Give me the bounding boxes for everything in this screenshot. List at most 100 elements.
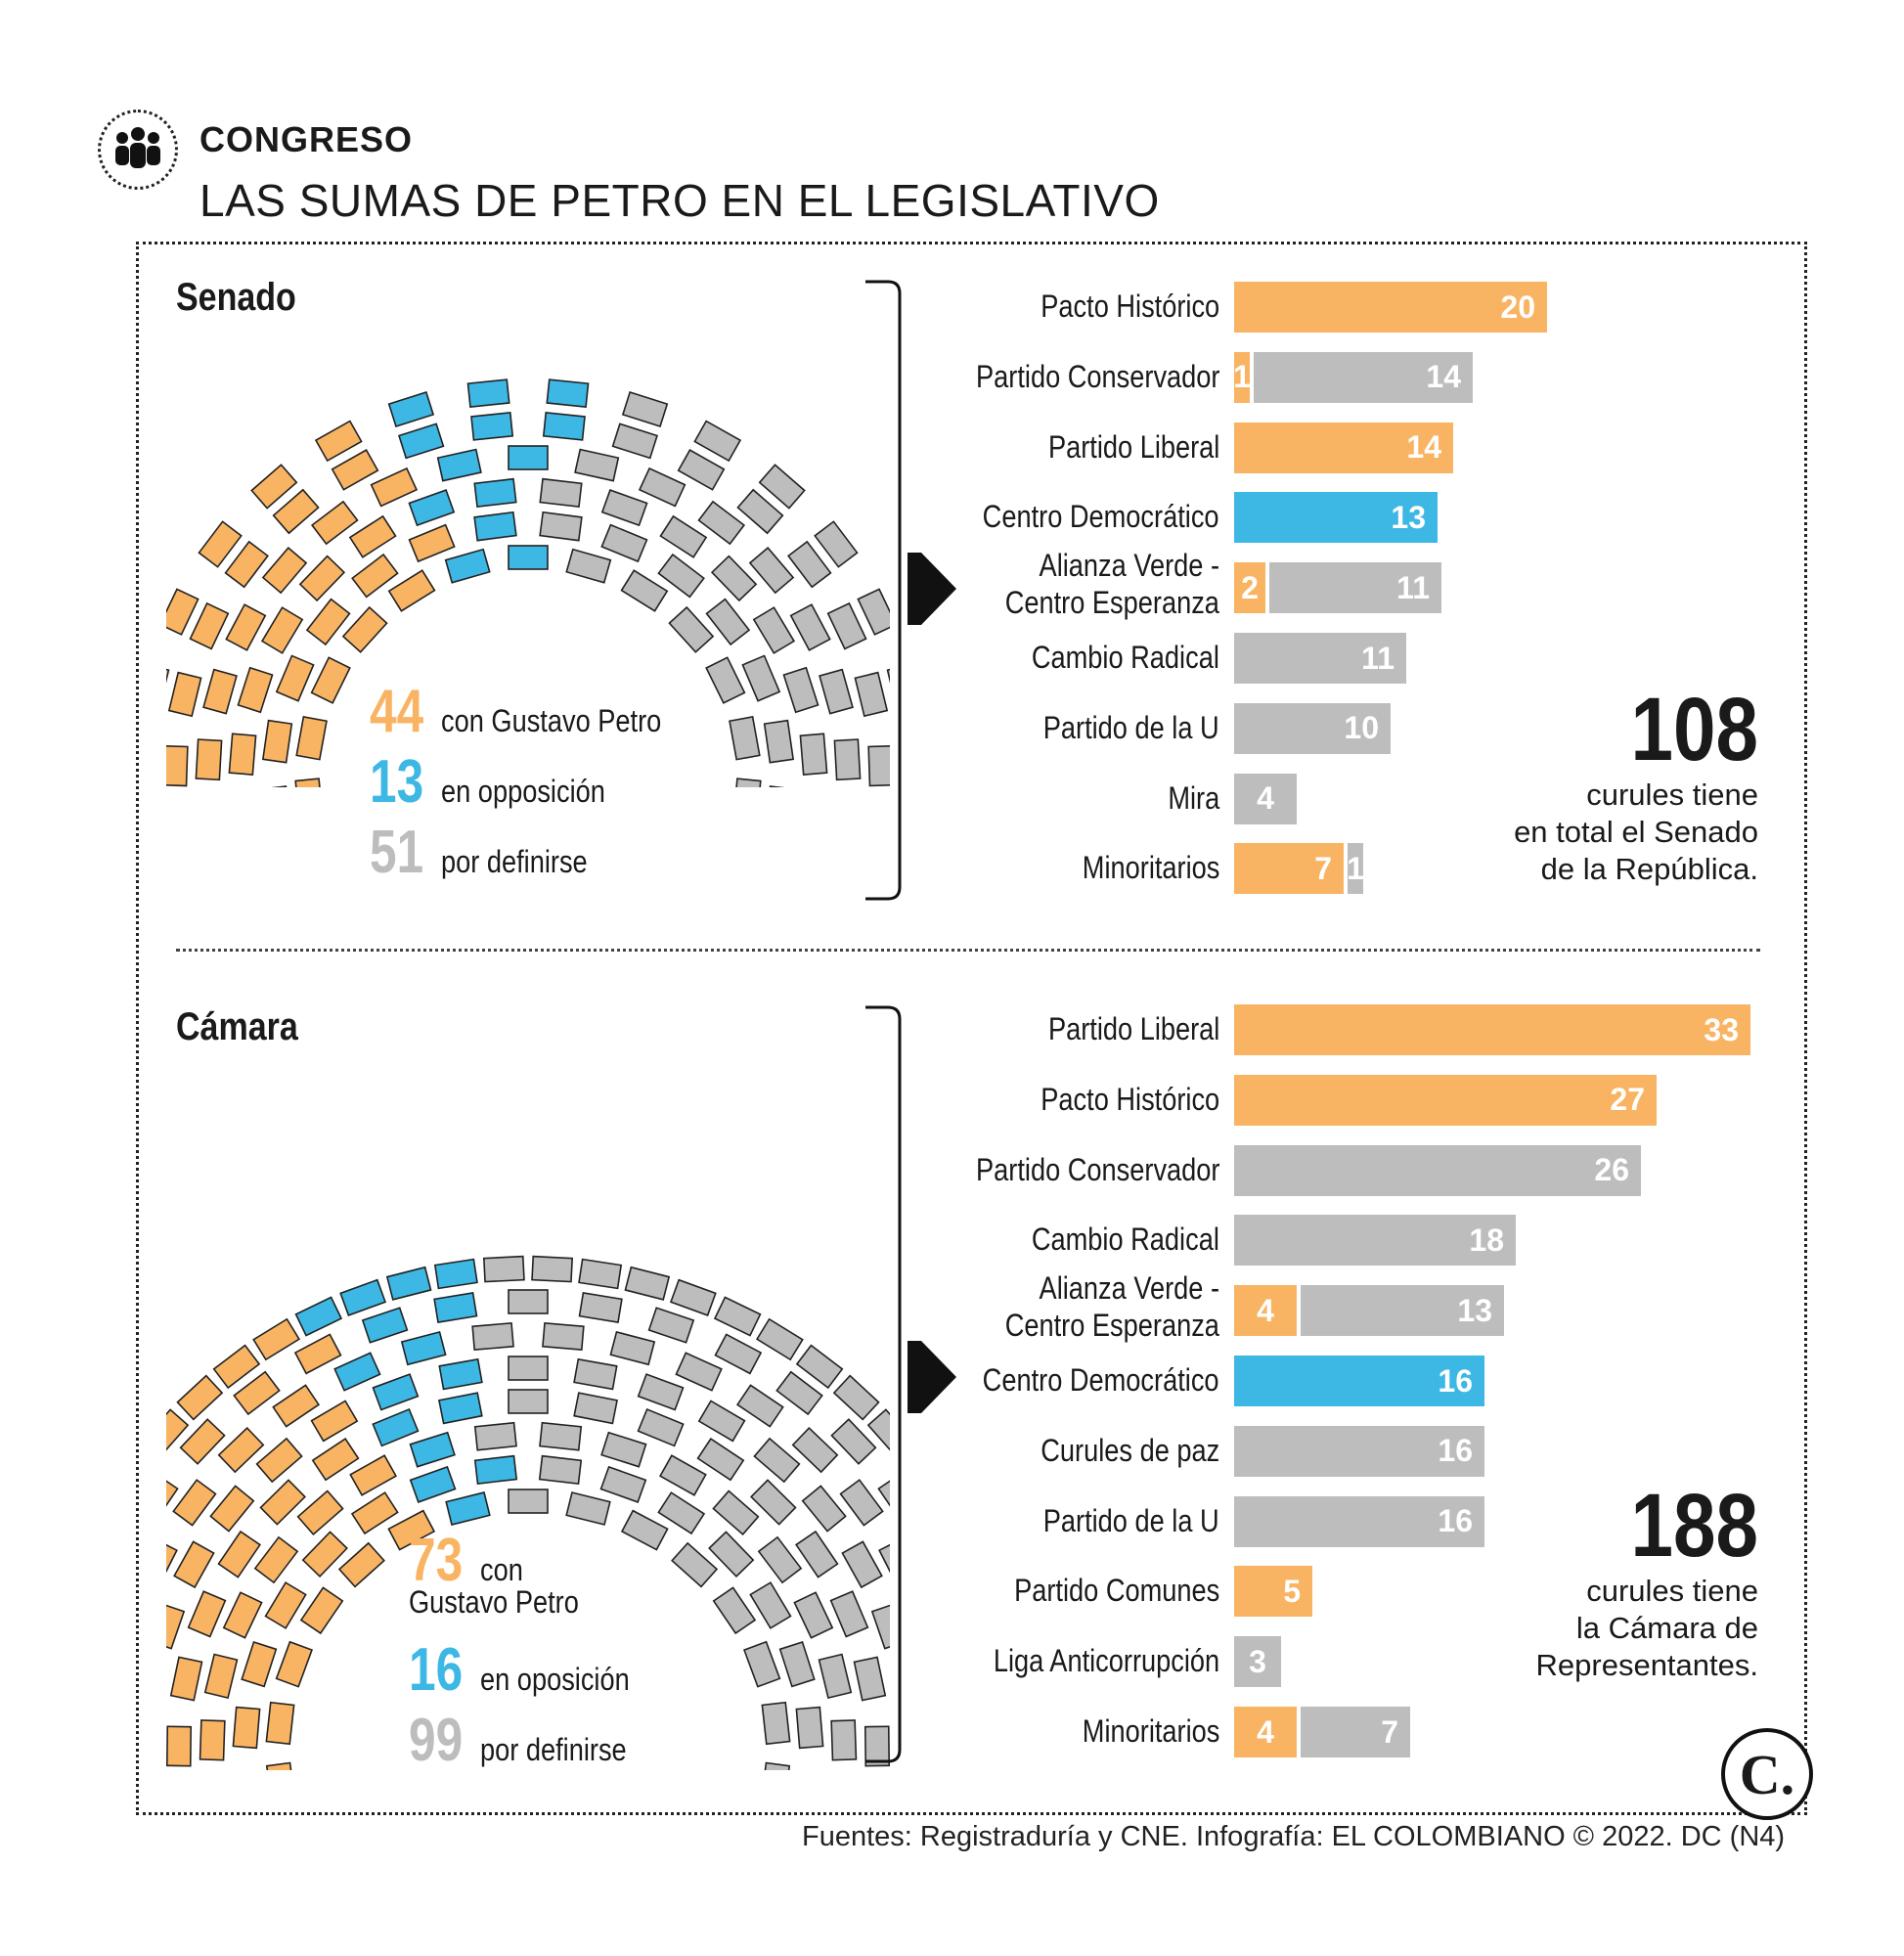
camara-total-line: curules tiene [1586, 1574, 1758, 1608]
camara-bar-undefined: 13 [1301, 1285, 1504, 1337]
page-title: LAS SUMAS DE PETRO EN EL LEGISLATIVO [199, 175, 1160, 226]
camara-seat-petro [301, 1531, 348, 1578]
senado-opposition-count: 13 [370, 748, 424, 816]
senado-legend-opposition: 13 en opposición [370, 747, 635, 817]
camara-bar-undefined: 16 [1234, 1425, 1484, 1477]
camara-seat-petro [310, 1400, 359, 1443]
senado-seat-petro [261, 719, 293, 764]
camara-seat-petro [166, 1408, 190, 1456]
senado-seat-petro [198, 520, 243, 568]
camara-total-text: curules tiene la Cámara de Representante… [1445, 1573, 1758, 1684]
camara-seat-petro [166, 1538, 178, 1586]
senado-seat-undefined [826, 601, 867, 650]
camara-seat-opposition [372, 1373, 420, 1411]
senado-bar-label: Alianza Verde - Centro Esperanza [1004, 548, 1219, 621]
camara-seat-opposition [400, 1330, 447, 1366]
senado-seat-undefined [620, 569, 669, 612]
senado-seat-petro [166, 663, 170, 710]
camara-seat-petro [241, 1640, 278, 1688]
senado-seat-petro [166, 588, 199, 636]
camara-seat-undefined [599, 1465, 647, 1503]
senado-seat-undefined [574, 448, 620, 482]
camara-total-number: 188 [1630, 1476, 1758, 1576]
senado-seat-undefined [814, 520, 859, 568]
senado-seat-opposition [466, 378, 510, 408]
camara-seat-undefined [696, 1438, 745, 1482]
senado-seat-undefined [565, 548, 612, 584]
camara-title: Cámara [176, 1005, 298, 1048]
senado-undefined-count: 51 [370, 819, 424, 886]
camara-seat-opposition [433, 1292, 478, 1323]
senado-seat-petro [298, 555, 346, 602]
camara-petro-count: 73 [409, 1527, 464, 1594]
camara-seat-petro [187, 1590, 227, 1638]
camara-seat-undefined [675, 1352, 723, 1392]
camara-legend-opposition: 16 en oposición [409, 1635, 656, 1705]
senado-bar-petro: 20 [1234, 282, 1547, 333]
senado-seat-opposition [473, 511, 517, 542]
camara-total-line: la Cámara de [1575, 1611, 1758, 1645]
camara-bar-opposition: 16 [1234, 1356, 1484, 1406]
camara-seat-opposition [385, 1266, 432, 1301]
senado-bar-label: Centro Democrático [983, 499, 1219, 535]
senado-seat-undefined [705, 656, 746, 704]
senado-bar-label: Cambio Radical [1032, 640, 1219, 675]
senado-bar-label: Mira [1168, 779, 1219, 816]
camara-seat-undefined [508, 1489, 549, 1514]
senado-seat-undefined [539, 511, 583, 542]
camara-seat-undefined [761, 1701, 791, 1746]
section-kicker: CONGRESO [199, 119, 414, 159]
camara-seat-undefined [742, 1640, 781, 1688]
camara-seat-petro [217, 1426, 265, 1474]
senado-bracket [865, 280, 956, 901]
camara-seat-petro [293, 1333, 342, 1375]
senado-bar-undefined: 14 [1254, 351, 1473, 403]
senado-seat-petro [331, 449, 379, 491]
senado-seat-undefined [668, 605, 715, 653]
camara-seat-opposition [294, 1296, 343, 1337]
camara-seat-undefined [531, 1255, 574, 1283]
camara-seat-undefined [753, 1437, 801, 1484]
senado-undefined-label: por definirse [441, 844, 589, 879]
senado-seat-undefined [659, 514, 708, 558]
camara-bar-undefined: 18 [1234, 1215, 1516, 1267]
senado-bar-petro: 2 [1234, 562, 1265, 614]
senado-seat-petro [189, 601, 230, 650]
camara-seat-opposition [409, 1431, 456, 1468]
senado-seat-undefined [600, 523, 648, 563]
el-colombiano-logo: C. [1721, 1728, 1813, 1820]
camara-seat-undefined [539, 1421, 583, 1451]
camara-seat-undefined [841, 1540, 883, 1589]
senado-seat-undefined [763, 719, 795, 764]
camara-seat-undefined [473, 1421, 517, 1451]
camara-seat-undefined [658, 1454, 707, 1496]
senado-total-line: curules tiene [1586, 778, 1758, 812]
senado-seat-undefined [621, 391, 669, 427]
camara-seat-undefined [578, 1292, 623, 1323]
senado-seat-petro [225, 603, 267, 651]
camara-seat-undefined [778, 1640, 816, 1688]
camara-seat-petro [166, 1474, 179, 1523]
camara-bar-petro: 4 [1234, 1285, 1297, 1337]
senado-seat-petro [195, 738, 223, 781]
section-divider [176, 949, 1760, 952]
senado-bar-label: Pacto Histórico [1041, 289, 1219, 324]
camara-seat-undefined [829, 1590, 869, 1638]
camara-seat-opposition [409, 1465, 457, 1503]
senado-seat-petro [250, 464, 298, 510]
senado-seat-opposition [387, 391, 435, 427]
senado-seat-petro [261, 785, 291, 787]
senado-seat-undefined [782, 666, 819, 714]
senado-bar-label: Partido de la U [1043, 709, 1219, 745]
camara-seat-petro [337, 1541, 385, 1588]
senado-seat-petro [167, 671, 202, 718]
camara-seat-petro [199, 1719, 226, 1761]
camara-seat-petro [259, 1479, 306, 1526]
camara-seat-petro [255, 1437, 303, 1484]
senado-seat-undefined [697, 500, 746, 546]
camara-seat-undefined [708, 1531, 755, 1578]
camara-seat-undefined [749, 1581, 792, 1629]
senado-bar-petro: 1 [1233, 351, 1251, 403]
camara-seat-petro [311, 1438, 360, 1482]
camara-seat-undefined [878, 1538, 890, 1586]
